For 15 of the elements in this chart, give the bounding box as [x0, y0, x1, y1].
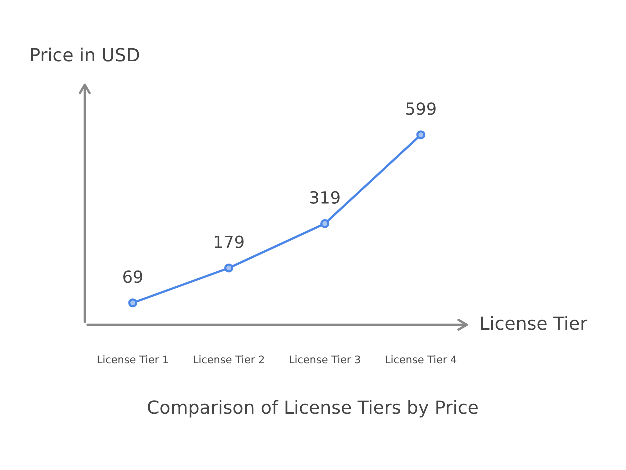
data-label: 319: [310, 191, 340, 204]
data-label: 179: [214, 236, 244, 248]
point: [128, 298, 138, 308]
point: [416, 130, 426, 140]
text: Comparison of License Tiers by Price: [148, 400, 478, 418]
data-label: 599: [406, 102, 436, 116]
x-tick-label: License Tier 2: [194, 356, 264, 364]
point: [320, 219, 330, 228]
x-tick-label: License Tier 4: [386, 356, 457, 364]
x-tick-label: License Tier 1: [98, 356, 168, 364]
point: [224, 264, 234, 273]
y-axis-title: Price in USD: [31, 48, 140, 62]
x-axis-title: License Tier: [482, 316, 588, 330]
x-tick-label: License Tier 3: [290, 356, 360, 364]
data-label: 69: [124, 270, 142, 284]
